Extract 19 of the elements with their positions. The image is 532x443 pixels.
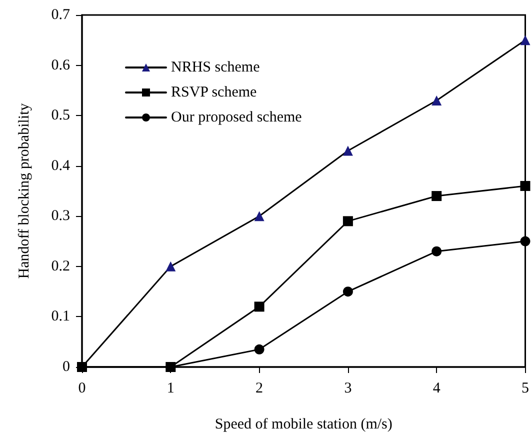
y-axis-title: Handoff blocking probability	[16, 102, 32, 279]
x-tick-label: 0	[78, 380, 86, 396]
x-tick-label: 4	[432, 380, 441, 396]
y-tick-label: 0.1	[51, 308, 70, 325]
y-tick-label: 0.7	[51, 7, 70, 23]
legend-label: RSVP scheme	[171, 84, 258, 100]
y-tick-label: 0.3	[51, 208, 70, 224]
y-tick-label: 0.2	[51, 258, 70, 274]
legend-label: NRHS scheme	[171, 60, 260, 76]
y-tick-label: 0.5	[51, 108, 70, 124]
y-tick-label: 0.6	[51, 57, 70, 74]
x-tick-label: 2	[256, 380, 264, 396]
y-tick-label: 0	[62, 359, 70, 375]
x-tick-label: 3	[344, 380, 352, 396]
x-tick-label: 1	[166, 380, 174, 396]
y-tick-label: 0.4	[51, 158, 70, 174]
x-tick-label: 5	[522, 380, 529, 396]
x-axis-title: Speed of mobile station (m/s)	[214, 416, 392, 432]
legend-label: Our proposed scheme	[171, 110, 302, 126]
